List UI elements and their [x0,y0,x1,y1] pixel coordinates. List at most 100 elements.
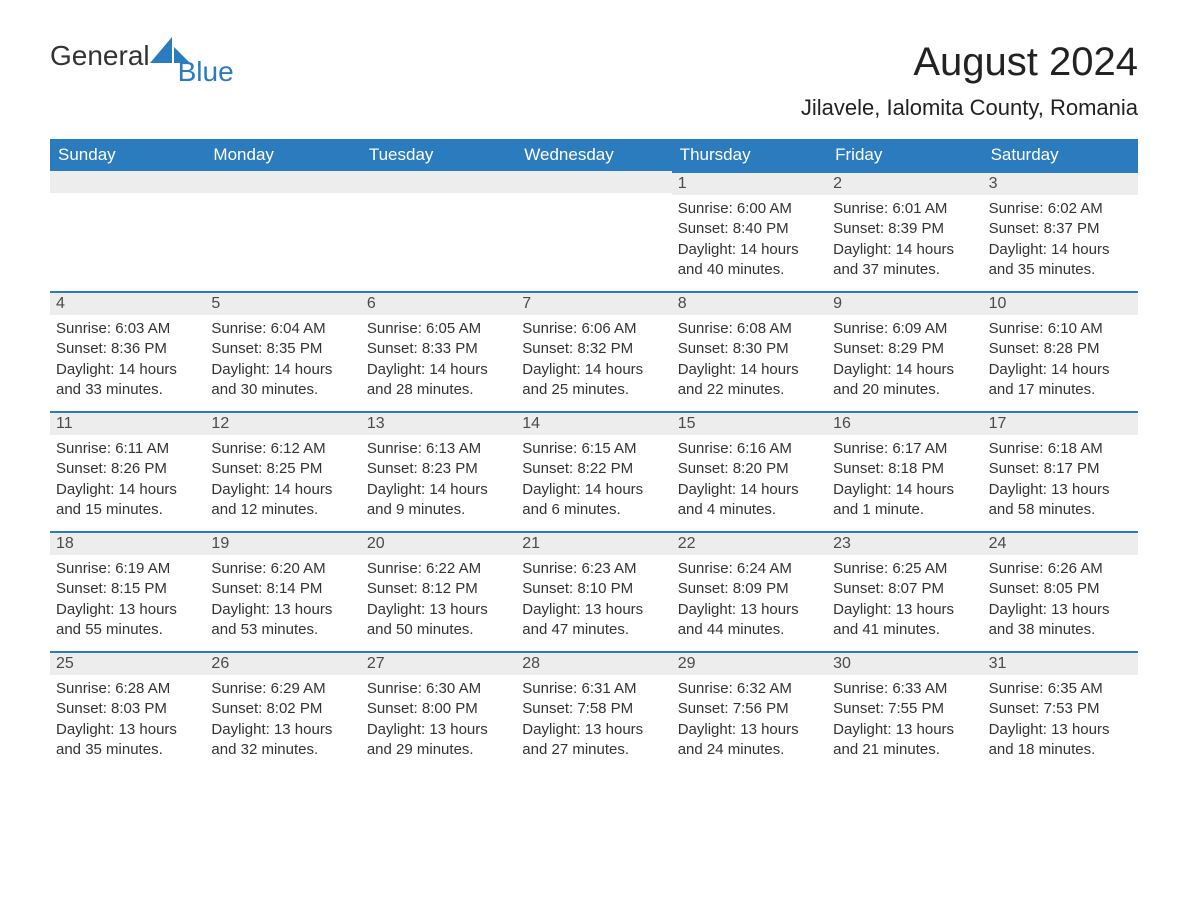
day-number: 14 [516,411,671,435]
day-number: 13 [361,411,516,435]
day-body: Sunrise: 6:02 AMSunset: 8:37 PMDaylight:… [983,195,1138,290]
sunset-text: Sunset: 8:23 PM [367,459,510,479]
week-row: 18Sunrise: 6:19 AMSunset: 8:15 PMDayligh… [50,531,1138,651]
day-body: Sunrise: 6:28 AMSunset: 8:03 PMDaylight:… [50,675,205,770]
sunset-text: Sunset: 8:20 PM [678,459,821,479]
day-cell: 15Sunrise: 6:16 AMSunset: 8:20 PMDayligh… [672,411,827,531]
daylight-text: Daylight: 13 hours and 29 minutes. [367,720,510,761]
day-cell: 6Sunrise: 6:05 AMSunset: 8:33 PMDaylight… [361,291,516,411]
daylight-text: Daylight: 13 hours and 58 minutes. [989,480,1132,521]
daylight-text: Daylight: 14 hours and 37 minutes. [833,240,976,281]
sunset-text: Sunset: 8:03 PM [56,699,199,719]
day-number [361,171,516,193]
day-cell: 5Sunrise: 6:04 AMSunset: 8:35 PMDaylight… [205,291,360,411]
day-cell: 8Sunrise: 6:08 AMSunset: 8:30 PMDaylight… [672,291,827,411]
month-title: August 2024 [801,40,1138,85]
sunrise-text: Sunrise: 6:00 AM [678,199,821,219]
daylight-text: Daylight: 14 hours and 4 minutes. [678,480,821,521]
sunrise-text: Sunrise: 6:24 AM [678,559,821,579]
sunset-text: Sunset: 8:15 PM [56,579,199,599]
day-body: Sunrise: 6:04 AMSunset: 8:35 PMDaylight:… [205,315,360,410]
sunset-text: Sunset: 8:28 PM [989,339,1132,359]
day-cell: 7Sunrise: 6:06 AMSunset: 8:32 PMDaylight… [516,291,671,411]
sunset-text: Sunset: 8:14 PM [211,579,354,599]
daylight-text: Daylight: 14 hours and 15 minutes. [56,480,199,521]
weekday-header: Sunday [50,139,205,171]
day-body: Sunrise: 6:25 AMSunset: 8:07 PMDaylight:… [827,555,982,650]
day-cell: 16Sunrise: 6:17 AMSunset: 8:18 PMDayligh… [827,411,982,531]
sunset-text: Sunset: 7:56 PM [678,699,821,719]
day-cell: 22Sunrise: 6:24 AMSunset: 8:09 PMDayligh… [672,531,827,651]
daylight-text: Daylight: 14 hours and 9 minutes. [367,480,510,521]
weeks-container: 1Sunrise: 6:00 AMSunset: 8:40 PMDaylight… [50,171,1138,771]
day-cell: 24Sunrise: 6:26 AMSunset: 8:05 PMDayligh… [983,531,1138,651]
day-body: Sunrise: 6:05 AMSunset: 8:33 PMDaylight:… [361,315,516,410]
sunrise-text: Sunrise: 6:19 AM [56,559,199,579]
weekday-header: Wednesday [516,139,671,171]
day-cell: 18Sunrise: 6:19 AMSunset: 8:15 PMDayligh… [50,531,205,651]
day-number: 24 [983,531,1138,555]
sunrise-text: Sunrise: 6:10 AM [989,319,1132,339]
weekday-header: Monday [205,139,360,171]
day-number: 18 [50,531,205,555]
day-body: Sunrise: 6:12 AMSunset: 8:25 PMDaylight:… [205,435,360,530]
sunset-text: Sunset: 7:58 PM [522,699,665,719]
day-number [205,171,360,193]
daylight-text: Daylight: 14 hours and 22 minutes. [678,360,821,401]
daylight-text: Daylight: 13 hours and 41 minutes. [833,600,976,641]
day-body: Sunrise: 6:10 AMSunset: 8:28 PMDaylight:… [983,315,1138,410]
day-number: 19 [205,531,360,555]
sunset-text: Sunset: 8:35 PM [211,339,354,359]
day-body: Sunrise: 6:24 AMSunset: 8:09 PMDaylight:… [672,555,827,650]
day-body: Sunrise: 6:23 AMSunset: 8:10 PMDaylight:… [516,555,671,650]
week-row: 1Sunrise: 6:00 AMSunset: 8:40 PMDaylight… [50,171,1138,291]
day-number: 8 [672,291,827,315]
day-cell: 12Sunrise: 6:12 AMSunset: 8:25 PMDayligh… [205,411,360,531]
daylight-text: Daylight: 14 hours and 6 minutes. [522,480,665,521]
weekday-header: Thursday [672,139,827,171]
day-body: Sunrise: 6:08 AMSunset: 8:30 PMDaylight:… [672,315,827,410]
daylight-text: Daylight: 13 hours and 53 minutes. [211,600,354,641]
daylight-text: Daylight: 14 hours and 1 minute. [833,480,976,521]
day-number: 16 [827,411,982,435]
daylight-text: Daylight: 14 hours and 25 minutes. [522,360,665,401]
sunrise-text: Sunrise: 6:13 AM [367,439,510,459]
day-number: 25 [50,651,205,675]
sunset-text: Sunset: 8:30 PM [678,339,821,359]
sunset-text: Sunset: 8:33 PM [367,339,510,359]
day-number: 17 [983,411,1138,435]
day-number: 3 [983,171,1138,195]
day-cell: 4Sunrise: 6:03 AMSunset: 8:36 PMDaylight… [50,291,205,411]
sunrise-text: Sunrise: 6:03 AM [56,319,199,339]
day-cell: 20Sunrise: 6:22 AMSunset: 8:12 PMDayligh… [361,531,516,651]
page-header: General Blue August 2024 Jilavele, Ialom… [50,40,1138,121]
day-body: Sunrise: 6:01 AMSunset: 8:39 PMDaylight:… [827,195,982,290]
day-body: Sunrise: 6:19 AMSunset: 8:15 PMDaylight:… [50,555,205,650]
sunset-text: Sunset: 8:18 PM [833,459,976,479]
day-number: 15 [672,411,827,435]
daylight-text: Daylight: 13 hours and 55 minutes. [56,600,199,641]
day-number: 7 [516,291,671,315]
day-number: 11 [50,411,205,435]
logo: General Blue [50,40,252,72]
day-body: Sunrise: 6:17 AMSunset: 8:18 PMDaylight:… [827,435,982,530]
daylight-text: Daylight: 14 hours and 40 minutes. [678,240,821,281]
sunrise-text: Sunrise: 6:08 AM [678,319,821,339]
sunset-text: Sunset: 8:09 PM [678,579,821,599]
day-body: Sunrise: 6:09 AMSunset: 8:29 PMDaylight:… [827,315,982,410]
day-cell [516,171,671,291]
day-body: Sunrise: 6:03 AMSunset: 8:36 PMDaylight:… [50,315,205,410]
day-body: Sunrise: 6:16 AMSunset: 8:20 PMDaylight:… [672,435,827,530]
daylight-text: Daylight: 13 hours and 32 minutes. [211,720,354,761]
day-number: 29 [672,651,827,675]
sunset-text: Sunset: 8:37 PM [989,219,1132,239]
daylight-text: Daylight: 14 hours and 33 minutes. [56,360,199,401]
day-cell: 2Sunrise: 6:01 AMSunset: 8:39 PMDaylight… [827,171,982,291]
sunrise-text: Sunrise: 6:26 AM [989,559,1132,579]
sunrise-text: Sunrise: 6:22 AM [367,559,510,579]
day-number: 6 [361,291,516,315]
sunrise-text: Sunrise: 6:11 AM [56,439,199,459]
week-row: 25Sunrise: 6:28 AMSunset: 8:03 PMDayligh… [50,651,1138,771]
daylight-text: Daylight: 13 hours and 27 minutes. [522,720,665,761]
sunrise-text: Sunrise: 6:28 AM [56,679,199,699]
